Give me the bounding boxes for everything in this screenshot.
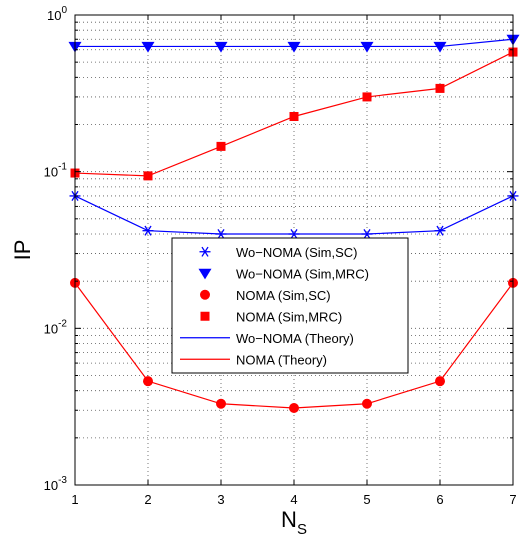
data-point <box>215 228 227 240</box>
data-point <box>287 41 301 53</box>
x-tick-label: 2 <box>144 492 151 507</box>
x-tick-label: 4 <box>290 492 297 507</box>
x-axis-ticks: 1 2 3 4 5 6 7 <box>71 15 517 507</box>
x-axis-label: NS <box>281 507 307 538</box>
data-point <box>435 376 445 387</box>
data-point <box>143 171 153 181</box>
legend-marker <box>200 289 210 300</box>
legend: Wo−NOMA (Sim,SC) Wo−NOMA (Sim,MRC) NOMA (S… <box>171 237 409 374</box>
asterisk-stroke <box>436 225 444 236</box>
data-point <box>362 398 372 409</box>
data-point <box>216 398 226 409</box>
legend-label: Wo−NOMA (Theory) <box>236 331 354 346</box>
data-point <box>143 376 153 387</box>
legend-label: NOMA (Theory) <box>236 352 327 367</box>
data-point <box>289 111 299 121</box>
data-point <box>289 403 299 414</box>
legend-box <box>171 237 409 374</box>
asterisk-stroke <box>363 228 371 240</box>
x-tick-label: 5 <box>363 492 370 507</box>
legend-label: Wo−NOMA (Sim,SC) <box>236 245 357 260</box>
asterisk-stroke <box>201 246 209 257</box>
x-tick-label: 7 <box>509 492 516 507</box>
x-tick-label: 1 <box>71 492 78 507</box>
y-axis-ticks: 10-3 10-2 10-1 100 <box>44 5 513 493</box>
asterisk-stroke <box>290 228 298 240</box>
legend-label: NOMA (Sim,SC) <box>236 288 331 303</box>
data-point <box>214 41 228 53</box>
legend-label: NOMA (Sim,MRC) <box>236 309 342 324</box>
legend-marker <box>200 311 210 321</box>
x-axis-label-main: N <box>281 507 297 532</box>
data-point <box>361 228 373 240</box>
asterisk-stroke <box>217 228 225 240</box>
x-axis-label-subscript: S <box>297 521 307 538</box>
y-tick-label: 10-1 <box>44 162 68 180</box>
data-point <box>434 225 446 236</box>
x-tick-label: 6 <box>436 492 443 507</box>
data-point <box>362 92 372 102</box>
asterisk-stroke <box>144 225 152 236</box>
data-point <box>360 41 374 53</box>
y-tick-label: 100 <box>47 5 67 23</box>
x-tick-label: 3 <box>217 492 224 507</box>
data-point <box>288 228 300 240</box>
y-tick-label: 10-3 <box>44 475 68 493</box>
data-point <box>142 225 154 236</box>
legend-label: Wo−NOMA (Sim,MRC) <box>236 266 369 281</box>
legend-marker <box>198 268 212 280</box>
y-axis-label: IP <box>10 240 35 261</box>
legend-marker <box>199 246 211 257</box>
data-point <box>433 41 447 53</box>
data-point <box>435 83 445 93</box>
y-tick-label: 10-2 <box>44 318 68 336</box>
data-point <box>216 141 226 151</box>
data-point <box>141 41 155 53</box>
